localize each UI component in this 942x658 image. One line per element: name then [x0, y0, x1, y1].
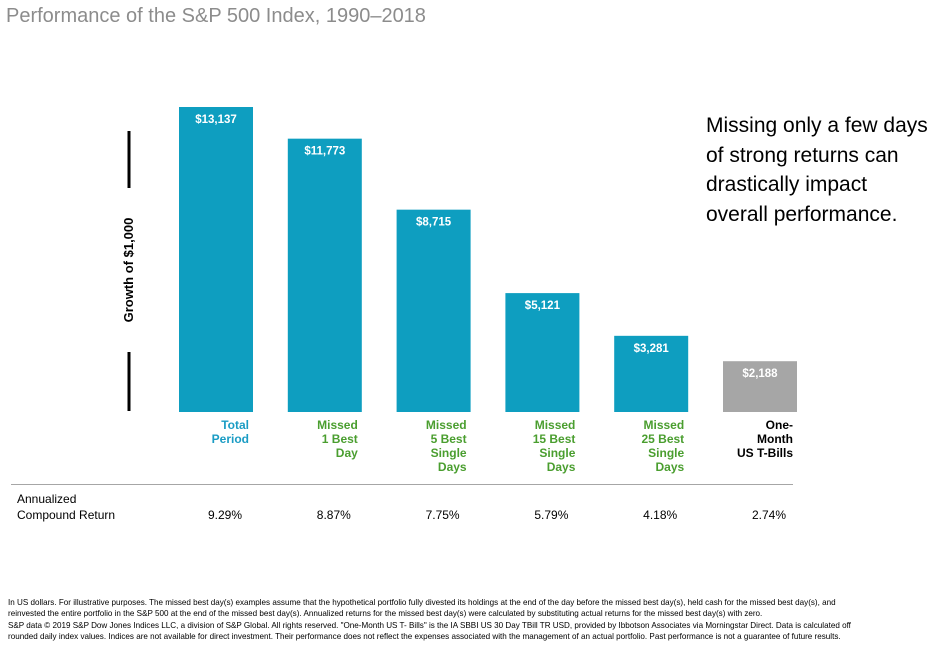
annotation-line: drastically impact: [706, 173, 868, 196]
footnote: In US dollars. For illustrative purposes…: [8, 597, 938, 642]
category-label-line: Period: [211, 432, 249, 446]
annotation-line: of strong returns can: [706, 143, 899, 167]
annualized-return-value: 2.74%: [751, 508, 786, 522]
returns-label-line: Annualized: [17, 492, 77, 506]
annotation-line: overall performance.: [706, 202, 898, 226]
category-label: Missed 5 Best Single Days: [393, 418, 467, 474]
category-label-line: Single: [648, 446, 685, 460]
bar-value-label: $11,773: [304, 146, 345, 158]
returns-row-label: Annualized Compound Return: [17, 491, 115, 523]
category-label-line: Days: [655, 460, 685, 474]
bar-chart: Growth of $1,000 $13,137 $11,773 $8,715 $5,…: [121, 107, 797, 413]
category-label-line: Days: [437, 460, 467, 474]
category-label-line: Single: [430, 446, 467, 460]
category-label: Missed 15 Best Single Days: [501, 418, 576, 474]
category-label: Total Period: [175, 418, 249, 446]
category-label-line: 5 Best: [430, 432, 467, 446]
footnote-line: rounded daily index values. Indices are …: [8, 631, 841, 641]
annualized-return-value: 5.79%: [534, 508, 569, 522]
category-label-line: Missed: [643, 418, 685, 432]
category-label-line: 1 Best: [321, 432, 358, 446]
category-label-line: 15 Best: [532, 432, 576, 446]
category-label-line: 25 Best: [641, 432, 685, 446]
bar: [614, 335, 689, 412]
category-label-line: Days: [546, 460, 576, 474]
bar-value-label: $8,715: [416, 217, 452, 229]
category-label: One- Month US T-Bills: [719, 418, 793, 460]
footnote-line: S&P data © 2019 S&P Dow Jones Indices LL…: [8, 620, 851, 630]
category-label: Missed 1 Best Day: [284, 418, 358, 460]
category-label-line: One-: [765, 418, 793, 432]
bar-value-label: $2,188: [742, 368, 778, 380]
returns-label-line: Compound Return: [17, 508, 116, 522]
annualized-return-value: 4.18%: [643, 508, 678, 522]
bar-value-label: $13,137: [195, 114, 237, 126]
category-label-line: US T-Bills: [736, 446, 793, 460]
bar-value-label: $3,281: [634, 343, 670, 355]
annualized-return-value: 7.75%: [425, 508, 460, 522]
category-label-line: Day: [335, 446, 358, 460]
bar: [505, 293, 580, 412]
category-label-line: Single: [539, 446, 576, 460]
bar-value-label: $5,121: [525, 300, 561, 312]
footnote-line: reinvested the entire portfolio in the S…: [8, 609, 763, 619]
footnote-line: In US dollars. For illustrative purposes…: [8, 598, 836, 607]
returns-divider: [11, 484, 793, 485]
bar: [179, 107, 253, 412]
category-label-line: Total: [221, 418, 249, 432]
annualized-return-value: 8.87%: [316, 508, 351, 522]
annualized-return-value: 9.29%: [207, 508, 242, 522]
category-label-line: Missed: [317, 418, 358, 432]
bar: [723, 361, 797, 412]
category-label-line: Missed: [534, 418, 576, 432]
chart-title: Performance of the S&P 500 Index, 1990–2…: [6, 5, 426, 27]
category-label-line: Missed: [425, 418, 467, 432]
annotation-line: Missing only a few days: [706, 114, 928, 137]
chart-annotation: Missing only a few days of strong return…: [706, 111, 938, 229]
bar: [287, 138, 362, 413]
bar: [396, 209, 471, 412]
category-label-line: Month: [757, 432, 793, 446]
category-label: Missed 25 Best Single Days: [610, 418, 684, 474]
y-axis-label: Growth of $1,000: [121, 218, 136, 323]
